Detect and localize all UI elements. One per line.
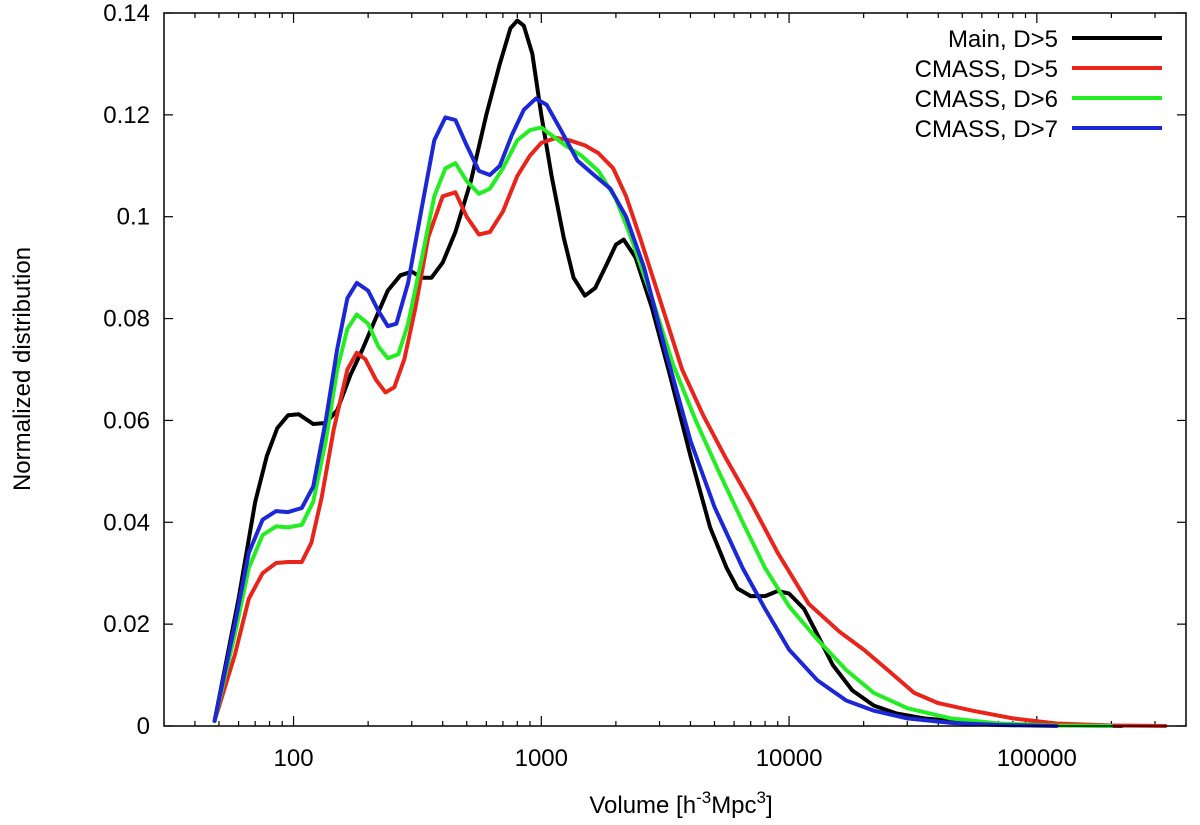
legend-label-2: CMASS, D>5 [915, 56, 1058, 83]
y-tick-label: 0.08 [103, 306, 150, 333]
series-line-4 [212, 96, 1059, 728]
x-tick-label: 1000 [515, 745, 568, 772]
x-axis-title-part2: Mpc [711, 792, 756, 819]
y-tick-label: 0.1 [117, 204, 150, 231]
x-axis-title-sup2: 3 [757, 788, 766, 807]
x-axis-title-part1: Volume [h [589, 792, 696, 819]
y-axis-title: Normalized distribution [9, 247, 36, 491]
legend: Main, D>5 CMASS, D>5 CMASS, D>6 CMASS, D>7 [915, 26, 1162, 143]
series-line-3 [212, 125, 1114, 728]
series-lines [212, 18, 1168, 728]
y-tick-label: 0.12 [103, 102, 150, 129]
x-axis-title: Volume [h-3Mpc3] [589, 788, 772, 819]
tick-labels: 0 0.02 0.04 0.06 0.08 0.1 0.12 0.14 100 1000 10000… [103, 0, 1077, 772]
legend-label-4: CMASS, D>7 [915, 116, 1058, 143]
x-tick-label: 100000 [997, 745, 1077, 772]
y-tick-label: 0.04 [103, 509, 150, 536]
y-tick-label: 0.02 [103, 611, 150, 638]
legend-label-1: Main, D>5 [948, 26, 1058, 53]
y-tick-label: 0 [137, 713, 150, 740]
plot-frame [163, 12, 1187, 727]
y-tick-label: 0.06 [103, 407, 150, 434]
y-tick-label: 0.14 [103, 0, 150, 27]
x-axis-title-sup1: -3 [696, 788, 711, 807]
legend-label-3: CMASS, D>6 [915, 86, 1058, 113]
x-tick-label: 100 [274, 745, 314, 772]
x-axis-title-part3: ] [766, 792, 773, 819]
series-line-2 [212, 135, 1168, 728]
x-tick-label: 10000 [756, 745, 823, 772]
